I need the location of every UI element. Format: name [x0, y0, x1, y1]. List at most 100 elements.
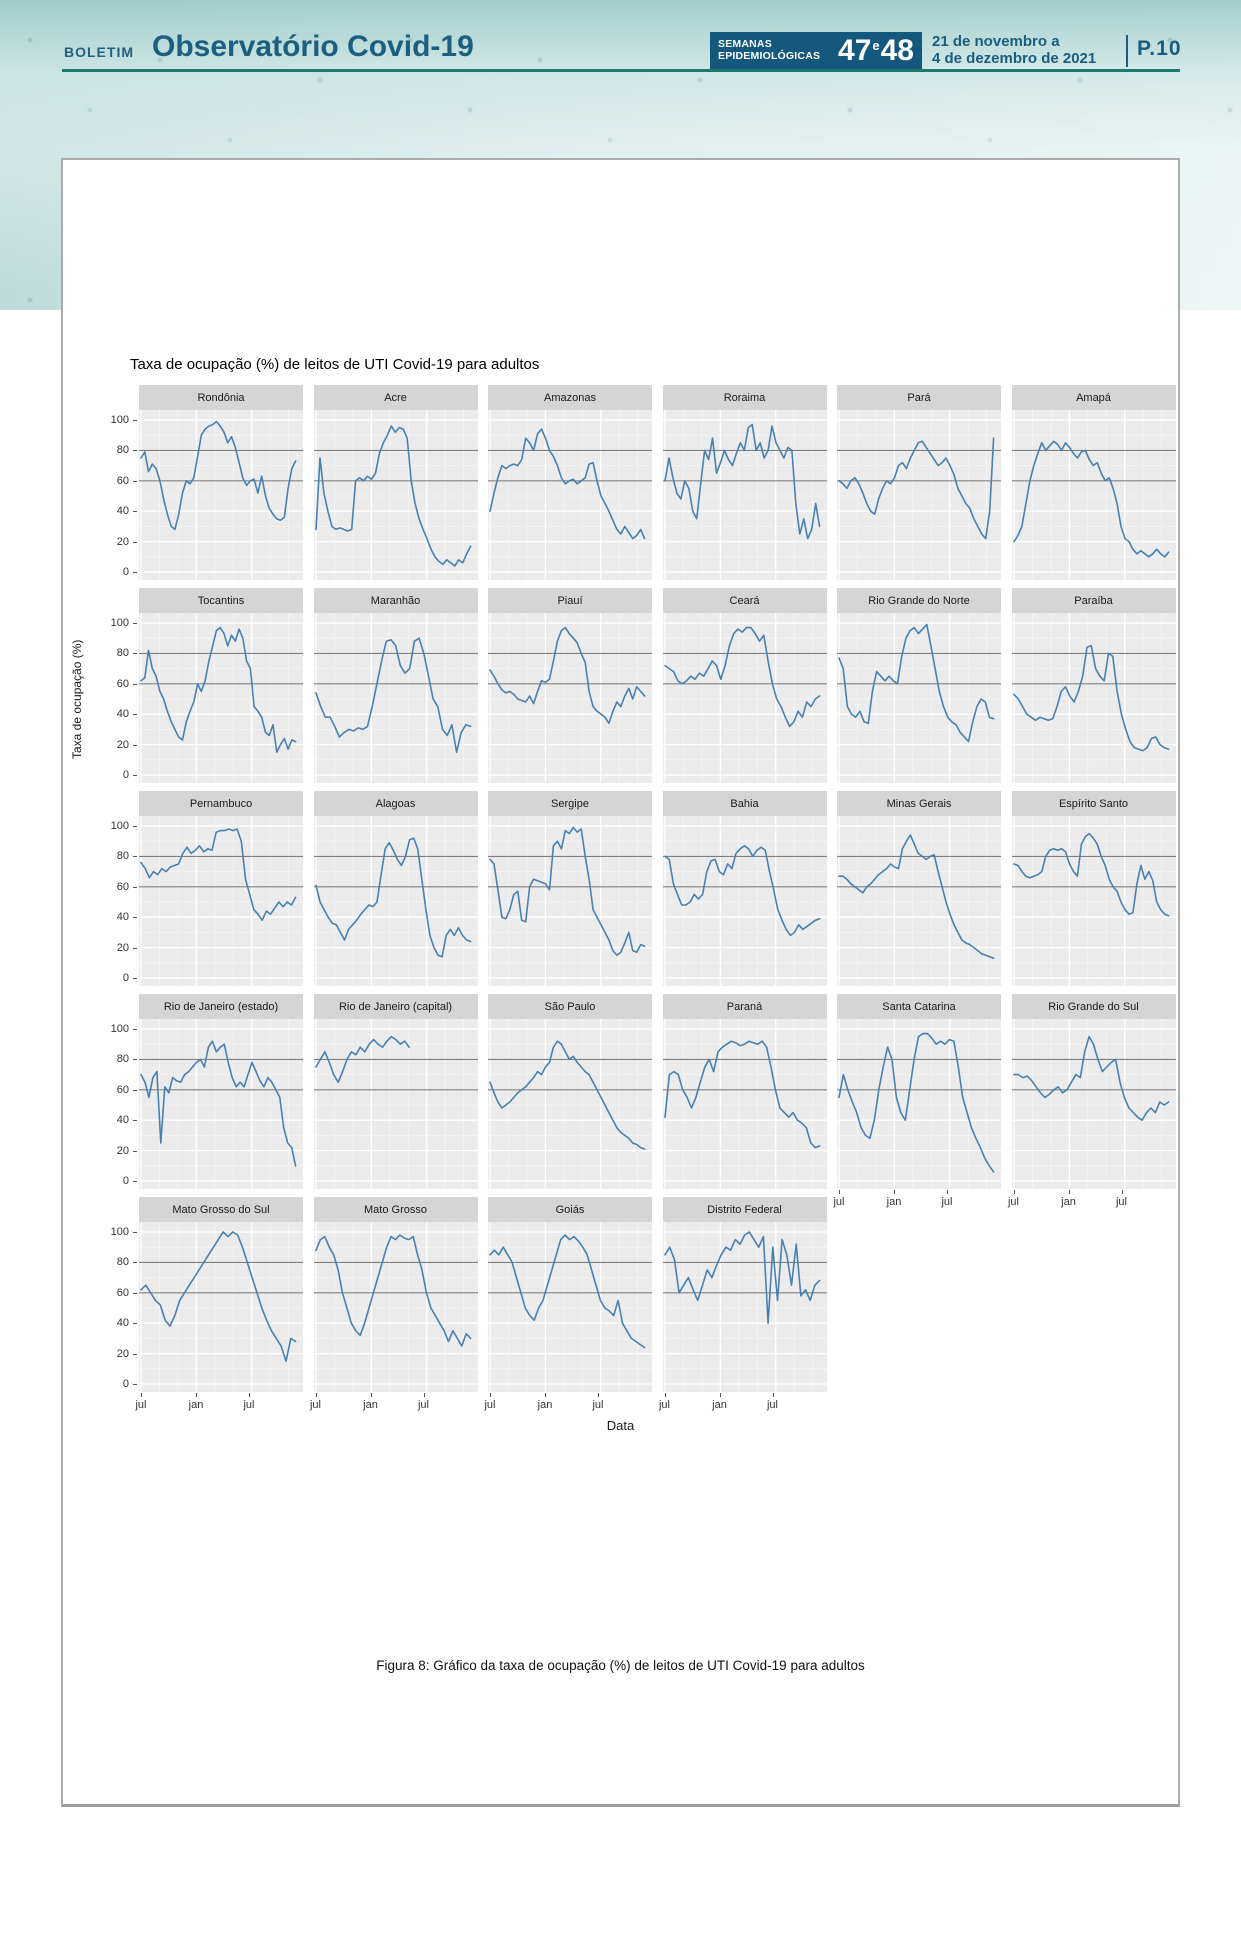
x-tick-mark: [719, 1393, 721, 1397]
y-tick-mark: [133, 744, 137, 746]
state-facet: Rio de Janeiro (capital): [313, 994, 478, 1189]
facet-panel: [488, 613, 652, 783]
y-tick-mark: [133, 420, 137, 421]
facet-strip-label: Rio de Janeiro (capital): [313, 994, 478, 1019]
date-range: 21 de novembro a 4 de dezembro de 2021: [932, 33, 1096, 68]
facet-strip-label: Distrito Federal: [662, 1197, 827, 1222]
y-tick-label: 20: [116, 738, 129, 751]
facet-panel: [139, 1222, 303, 1392]
y-tick-mark: [133, 1089, 137, 1091]
x-tick-mark: [249, 1393, 250, 1397]
y-tick-mark: [133, 1029, 137, 1030]
facet-panel: [662, 816, 827, 986]
state-facet: Pará: [837, 385, 1001, 580]
facet-panel: [139, 1019, 303, 1189]
facet-panel: [313, 1222, 478, 1392]
facet-panel: [313, 410, 478, 580]
weeks-numbers: 47e48: [838, 34, 914, 68]
occupancy-line: [140, 828, 297, 921]
facet-chart: [139, 1222, 303, 1392]
facet-chart: [1011, 1019, 1176, 1189]
occupancy-line: [663, 1040, 820, 1149]
facet-panel: [1011, 816, 1176, 986]
x-tick-mark: [423, 1393, 425, 1397]
facet-panel: [139, 816, 303, 986]
state-facet: Mato Grosso do Sul: [139, 1197, 303, 1392]
x-tick-mark: [839, 1190, 840, 1194]
state-facet: Espírito Santo: [1011, 791, 1176, 986]
facet-strip-label: Mato Grosso: [313, 1197, 478, 1222]
boletim-kicker: BOLETIM: [64, 44, 134, 60]
facet-strip-label: Paraná: [662, 994, 827, 1019]
y-tick-label: 40: [116, 708, 129, 721]
state-facet: Minas Gerais: [837, 791, 1001, 986]
x-tick-label: jul: [135, 1399, 147, 1411]
occupancy-line: [314, 1234, 471, 1347]
state-facet: Acre: [313, 385, 478, 580]
facet-panel: [837, 410, 1001, 580]
y-tick-mark: [133, 450, 137, 452]
y-tick-mark: [133, 683, 137, 685]
facet-strip-label: Amazonas: [488, 385, 652, 410]
y-tick-mark: [133, 1150, 137, 1152]
x-tick-mark: [315, 1393, 317, 1397]
x-tick-mark: [1121, 1190, 1123, 1194]
x-tick-mark: [545, 1393, 546, 1397]
x-tick-mark: [772, 1393, 774, 1397]
x-tick-mark: [598, 1393, 599, 1397]
x-tick-label: jan: [188, 1399, 204, 1411]
y-tick-label: 20: [116, 941, 129, 954]
facet-panel: [139, 613, 303, 783]
facet-strip-label: Rio de Janeiro (estado): [139, 994, 303, 1019]
y-tick-mark: [133, 1323, 137, 1325]
facet-panel: [488, 410, 652, 580]
y-tick-mark: [133, 541, 137, 543]
facet-chart: [313, 613, 478, 783]
facet-chart: [837, 613, 1001, 783]
x-tick-label: jul: [658, 1399, 670, 1411]
occupancy-line: [489, 1040, 646, 1150]
facet-strip-label: Pará: [837, 385, 1001, 410]
facet-panel: [139, 410, 303, 580]
y-tick-mark: [133, 947, 137, 949]
occupancy-line: [1012, 440, 1169, 558]
y-tick-mark: [133, 1292, 137, 1294]
occupancy-line: [1012, 832, 1169, 917]
bulletin-title: Observatório Covid-19: [152, 30, 474, 63]
facet-panel: [313, 816, 478, 986]
occupancy-line: [140, 1040, 297, 1167]
facet-chart: [139, 613, 303, 783]
facet-strip-label: Piauí: [488, 588, 652, 613]
y-tick-mark: [133, 1120, 137, 1122]
occupancy-line: [314, 1035, 410, 1084]
facet-strip-label: Pernambuco: [139, 791, 303, 816]
facet-chart: [488, 1222, 652, 1392]
facet-panel: [662, 1019, 827, 1189]
facet-strip-label: Rondônia: [139, 385, 303, 410]
occupancy-line: [838, 437, 995, 540]
state-facet: Mato Grosso: [313, 1197, 478, 1392]
state-facet: Pernambuco: [139, 791, 303, 986]
state-facet: Roraima: [662, 385, 827, 580]
facet-panel: [662, 410, 827, 580]
facet-panel: [313, 613, 478, 783]
facet-chart: [139, 816, 303, 986]
y-tick-label: 0: [122, 566, 129, 578]
x-tick-mark: [490, 1393, 491, 1397]
x-tick-label: jul: [309, 1399, 321, 1411]
occupancy-line: [314, 425, 471, 567]
state-facet: Rondônia: [139, 385, 303, 580]
facet-chart: [662, 613, 827, 783]
content-card: Taxa de ocupação (%) de leitos de UTI Co…: [61, 158, 1180, 1807]
facet-strip-label: Santa Catarina: [837, 994, 1001, 1019]
state-facet: Bahia: [662, 791, 827, 986]
y-tick-mark: [133, 653, 137, 655]
facet-chart: [313, 816, 478, 986]
date-range-line1: 21 de novembro a: [932, 33, 1060, 50]
occupancy-line: [838, 1032, 995, 1173]
occupancy-line: [663, 626, 820, 728]
state-facet: Rio Grande do Norte: [837, 588, 1001, 783]
y-tick-mark: [133, 1181, 137, 1182]
facet-strip-label: Goiás: [488, 1197, 652, 1222]
facet-chart: [139, 1019, 303, 1189]
